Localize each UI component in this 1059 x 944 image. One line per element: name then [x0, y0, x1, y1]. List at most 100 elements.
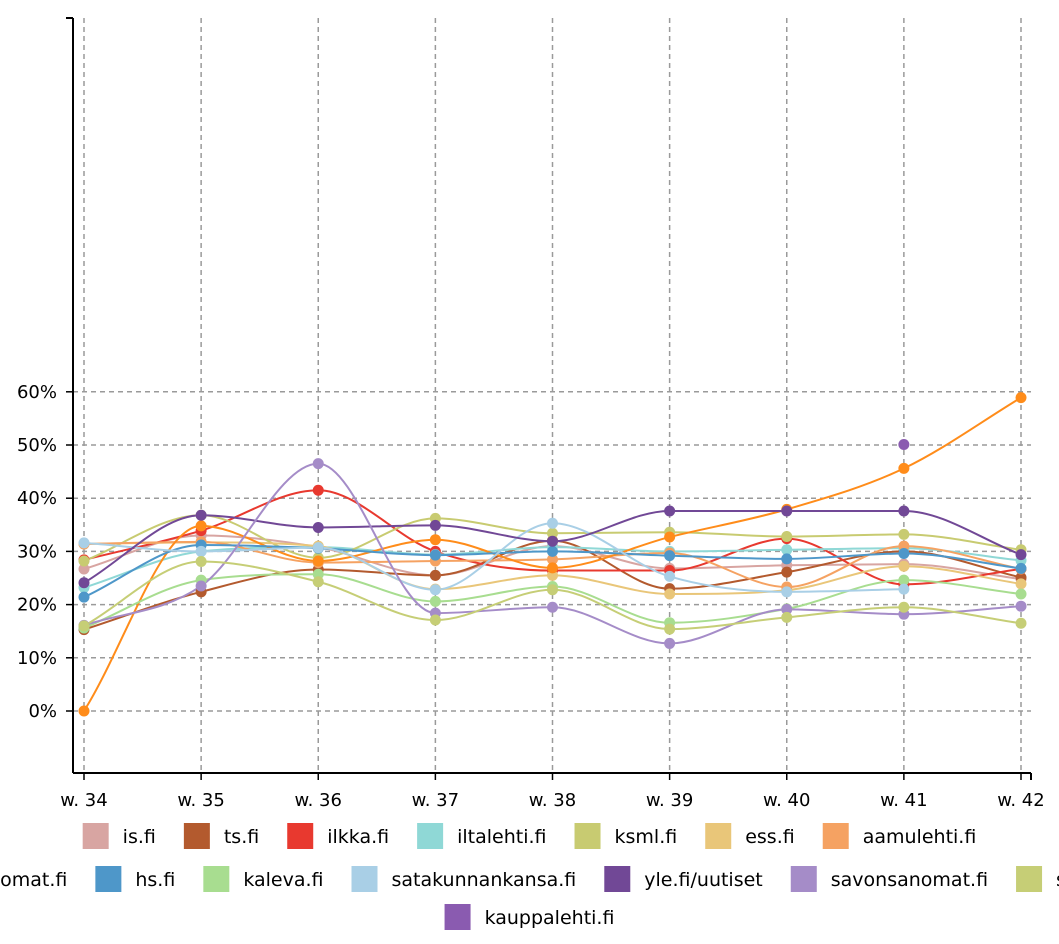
data-point-hs-fi[interactable]	[429, 549, 441, 561]
data-point-kaleva-fi[interactable]	[429, 595, 441, 607]
legend-swatch-aamulehti-fi	[822, 823, 849, 849]
data-point-koillissanomat-fi[interactable]	[1015, 392, 1027, 404]
legend-swatch-iltalehti-fi	[417, 823, 444, 849]
x-tick-label: w. 37	[412, 790, 459, 811]
data-point-svenska-yle-fi[interactable]	[1015, 617, 1027, 629]
legend-label-aamulehti-fi: aamulehti.fi	[863, 826, 977, 848]
legend-label-ts-fi: ts.fi	[224, 826, 259, 848]
data-point-satakunnankansa-fi[interactable]	[195, 545, 207, 557]
data-point-yle-fi-uutiset[interactable]	[429, 519, 441, 531]
data-point-aamulehti-fi[interactable]	[547, 553, 558, 565]
data-point-koillissanomat-fi[interactable]	[664, 531, 676, 543]
data-point-koillissanomat-fi[interactable]	[195, 520, 207, 532]
data-point-ess-fi[interactable]	[898, 560, 910, 572]
data-point-hs-fi[interactable]	[898, 548, 910, 560]
legend-swatch-kauppalehti-fi	[444, 904, 471, 930]
data-point-satakunnankansa-fi[interactable]	[664, 570, 676, 582]
data-point-ksml-fi[interactable]	[781, 531, 793, 543]
data-point-koillissanomat-fi[interactable]	[429, 534, 441, 546]
legend-label-kauppalehti-fi: kauppalehti.fi	[485, 907, 615, 929]
data-point-savonsanomat-fi[interactable]	[195, 580, 207, 592]
legend-swatch-hs-fi	[95, 866, 122, 892]
legend-label-is-fi: is.fi	[123, 826, 156, 848]
x-tick-label: w. 34	[60, 790, 107, 811]
data-point-ess-fi[interactable]	[1015, 578, 1027, 590]
data-point-svenska-yle-fi[interactable]	[781, 611, 793, 623]
data-point-savonsanomat-fi[interactable]	[781, 603, 793, 615]
x-tick-label: w. 35	[177, 790, 224, 811]
data-point-yle-fi-uutiset[interactable]	[312, 521, 324, 533]
data-point-is-fi[interactable]	[78, 563, 90, 575]
y-tick-label: 30%	[17, 541, 57, 562]
data-point-svenska-yle-fi[interactable]	[78, 620, 90, 632]
y-tick-label: 40%	[17, 488, 57, 509]
y-tick-label: 0%	[28, 701, 57, 722]
series-line-savonsanomat-fi	[83, 462, 1022, 645]
data-point-yle-fi-uutiset[interactable]	[547, 535, 558, 547]
data-point-hs-fi[interactable]	[547, 545, 558, 557]
legend-label-yle-fi-uutiset: yle.fi/uutiset	[644, 869, 762, 891]
x-tick-label: w. 42	[997, 790, 1044, 811]
data-point-ksml-fi[interactable]	[898, 528, 910, 540]
x-tick-label: w. 36	[295, 790, 342, 811]
data-point-hs-fi[interactable]	[664, 550, 676, 562]
data-point-ilkka-fi[interactable]	[312, 484, 324, 496]
data-point-satakunnankansa-fi[interactable]	[78, 537, 90, 549]
data-point-kaleva-fi[interactable]	[1015, 588, 1027, 600]
data-point-koillissanomat-fi[interactable]	[312, 555, 324, 567]
data-point-koillissanomat-fi[interactable]	[898, 462, 910, 474]
legend-swatch-svenska-yle-fi	[1016, 866, 1043, 892]
data-point-koillissanomat-fi[interactable]	[78, 705, 90, 717]
data-point-satakunnankansa-fi[interactable]	[429, 584, 441, 596]
data-point-yle-fi-uutiset[interactable]	[781, 505, 793, 517]
data-point-satakunnankansa-fi[interactable]	[898, 583, 910, 595]
data-point-savonsanomat-fi[interactable]	[312, 458, 324, 470]
data-point-savonsanomat-fi[interactable]	[547, 601, 558, 613]
x-tick-label: w. 39	[646, 790, 693, 811]
data-point-ts-fi[interactable]	[781, 566, 793, 578]
data-point-hs-fi[interactable]	[1015, 562, 1027, 574]
data-point-savonsanomat-fi[interactable]	[1015, 600, 1027, 612]
legend-label-kaleva-fi: kaleva.fi	[243, 869, 323, 891]
data-point-yle-fi-uutiset[interactable]	[78, 577, 90, 589]
legend-label-ess-fi: ess.fi	[745, 826, 795, 848]
data-point-satakunnankansa-fi[interactable]	[781, 586, 793, 598]
data-point-yle-fi-uutiset[interactable]	[1015, 549, 1027, 561]
data-point-satakunnankansa-fi[interactable]	[312, 542, 324, 554]
data-point-yle-fi-uutiset[interactable]	[898, 505, 910, 517]
axes: w. 34 w. 35 w. 36 w. 37 w. 38 w. 39 w. 40 w. 41…	[17, 17, 1045, 811]
data-point-svenska-yle-fi[interactable]	[429, 614, 441, 626]
legend-swatch-savonsanomat-fi	[790, 866, 817, 892]
data-point-hs-fi[interactable]	[78, 591, 90, 603]
data-point-iltalehti-fi[interactable]	[781, 544, 793, 556]
y-tick-label: 60%	[17, 382, 57, 403]
legend-swatch-yle-fi-uutiset	[604, 866, 631, 892]
legend-swatch-ilkka-fi	[287, 823, 314, 849]
x-tick-label: w. 41	[880, 790, 927, 811]
y-tick-label: 50%	[17, 435, 57, 456]
legend-label-iltalehti-fi: iltalehti.fi	[457, 826, 546, 848]
data-point-svenska-yle-fi[interactable]	[312, 576, 324, 588]
data-point-hs-fi[interactable]	[781, 553, 793, 565]
gridlines	[73, 18, 1031, 773]
data-point-svenska-yle-fi[interactable]	[664, 623, 676, 635]
data-point-savonsanomat-fi[interactable]	[664, 637, 676, 649]
legend-swatch-ksml-fi	[574, 823, 601, 849]
legend-swatch-kaleva-fi	[203, 866, 230, 892]
data-point-svenska-yle-fi[interactable]	[195, 556, 207, 568]
x-tick-label: w. 38	[529, 790, 576, 811]
data-point-ksml-fi[interactable]	[78, 555, 90, 567]
data-point-ksml-fi[interactable]	[547, 527, 558, 539]
data-point-ess-fi[interactable]	[664, 588, 676, 600]
data-point-koillissanomat-fi[interactable]	[547, 562, 558, 574]
data-point-ts-fi[interactable]	[429, 569, 441, 581]
data-point-yle-fi-uutiset[interactable]	[664, 505, 676, 517]
data-point-kauppalehti-fi[interactable]	[898, 438, 910, 450]
data-point-svenska-yle-fi[interactable]	[898, 601, 910, 613]
data-point-yle-fi-uutiset[interactable]	[195, 509, 207, 521]
data-point-kaleva-fi[interactable]	[898, 574, 910, 586]
legend-label-savonsanomat-fi: savonsanomat.fi	[831, 869, 988, 891]
legend: is.fi ts.fi ilkka.fi iltalehti.fi ksml.fi ess…	[0, 823, 1059, 930]
data-point-satakunnankansa-fi[interactable]	[547, 517, 558, 529]
data-point-svenska-yle-fi[interactable]	[547, 584, 558, 596]
